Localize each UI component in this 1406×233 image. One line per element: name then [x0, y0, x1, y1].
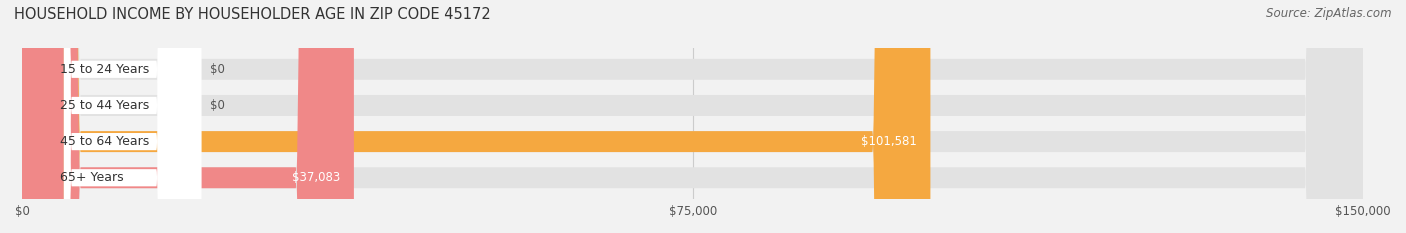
Circle shape: [18, 0, 63, 233]
FancyBboxPatch shape: [22, 0, 1364, 233]
Text: 25 to 44 Years: 25 to 44 Years: [60, 99, 149, 112]
FancyBboxPatch shape: [22, 0, 354, 233]
FancyBboxPatch shape: [27, 0, 201, 233]
Text: 15 to 24 Years: 15 to 24 Years: [60, 63, 149, 76]
Text: $37,083: $37,083: [292, 171, 340, 184]
Text: $0: $0: [209, 99, 225, 112]
Circle shape: [18, 0, 63, 233]
Text: Source: ZipAtlas.com: Source: ZipAtlas.com: [1267, 7, 1392, 20]
Text: $101,581: $101,581: [860, 135, 917, 148]
FancyBboxPatch shape: [27, 0, 201, 233]
Text: $0: $0: [209, 63, 225, 76]
Text: 45 to 64 Years: 45 to 64 Years: [60, 135, 149, 148]
FancyBboxPatch shape: [27, 0, 201, 233]
FancyBboxPatch shape: [27, 0, 201, 233]
Circle shape: [18, 0, 63, 233]
FancyBboxPatch shape: [22, 0, 931, 233]
Text: 65+ Years: 65+ Years: [60, 171, 124, 184]
FancyBboxPatch shape: [22, 0, 1364, 233]
Circle shape: [18, 0, 63, 233]
Text: HOUSEHOLD INCOME BY HOUSEHOLDER AGE IN ZIP CODE 45172: HOUSEHOLD INCOME BY HOUSEHOLDER AGE IN Z…: [14, 7, 491, 22]
FancyBboxPatch shape: [22, 0, 1364, 233]
FancyBboxPatch shape: [22, 0, 1364, 233]
